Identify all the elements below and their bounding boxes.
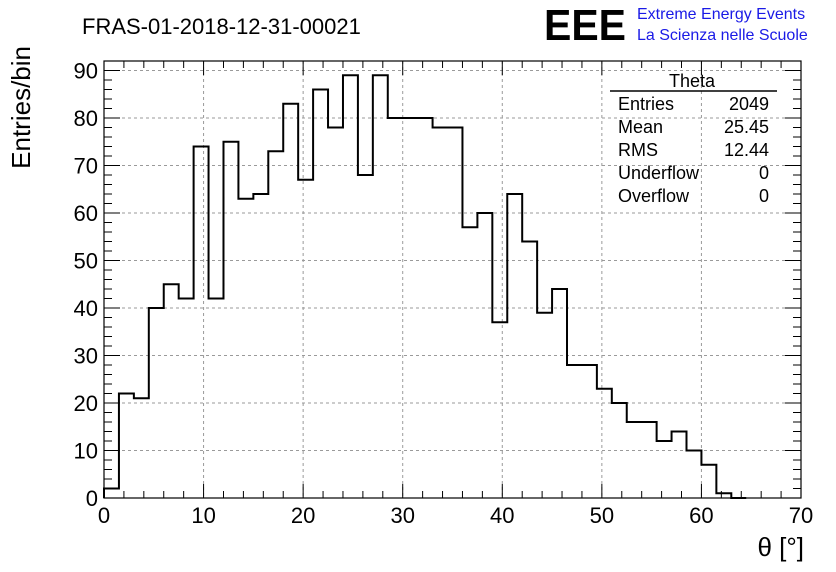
histogram-bin: [268, 151, 283, 498]
histogram-bin: [612, 403, 627, 498]
histogram-bin: [597, 389, 612, 498]
stats-value: 25.45: [724, 117, 769, 137]
histogram-bin: [403, 118, 418, 498]
x-tick-label: 70: [789, 503, 813, 528]
histogram-bin: [642, 422, 657, 498]
histogram-outline: [103, 74, 747, 499]
histogram-bin: [716, 493, 731, 498]
histogram-bin: [552, 289, 567, 498]
histogram-bin: [627, 422, 642, 498]
stats-box: Theta Entries 2049 Mean 25.45 RMS 12.44 …: [610, 71, 777, 206]
y-tick-label: 70: [74, 154, 98, 179]
axis-ticks: [103, 61, 802, 499]
y-tick-label: 0: [86, 486, 98, 511]
y-tick-label: 10: [74, 439, 98, 464]
x-tick-labels: 0 10 20 30 40 50 60 70: [98, 503, 813, 528]
x-tick-label: 20: [291, 503, 315, 528]
stats-value: 0: [759, 186, 769, 206]
stats-label: Overflow: [618, 186, 690, 206]
histogram-bin: [149, 308, 164, 498]
stats-value: 2049: [729, 94, 769, 114]
histogram-bin: [701, 465, 716, 498]
stats-row: Overflow 0: [618, 186, 769, 206]
stats-label: Mean: [618, 117, 663, 137]
histogram-bin: [134, 398, 149, 498]
stats-value: 12.44: [724, 140, 769, 160]
histogram-bin: [179, 299, 194, 499]
logo-line-1: Extreme Energy Events: [637, 6, 805, 23]
x-tick-label: 0: [98, 503, 110, 528]
histogram-bin: [507, 194, 522, 498]
logo-line-2: La Scienza nelle Scuole: [637, 27, 808, 44]
histogram-bin: [657, 441, 672, 498]
x-tick-label: 50: [590, 503, 614, 528]
histogram-bin: [223, 142, 238, 498]
histogram-bin: [537, 313, 552, 498]
stats-title: Theta: [669, 71, 716, 91]
histogram-bin: [253, 194, 268, 498]
histogram-bin: [477, 213, 492, 498]
histogram-bin: [313, 90, 328, 499]
histogram-bin: [104, 489, 119, 499]
histogram-bin: [462, 227, 477, 498]
y-tick-label: 50: [74, 249, 98, 274]
eee-logo: EEE Extreme Energy Events La Scienza nel…: [544, 1, 808, 50]
histogram-bin: [238, 199, 253, 498]
y-tick-label: 30: [74, 344, 98, 369]
y-tick-label: 20: [74, 391, 98, 416]
histogram-bin: [448, 128, 463, 499]
x-axis-title: θ [°]: [757, 532, 804, 562]
histogram-bins: [104, 75, 731, 498]
histogram-bin: [567, 365, 582, 498]
stats-label: Entries: [618, 94, 674, 114]
chart-title: FRAS-01-2018-12-31-00021: [82, 14, 361, 39]
stats-row: Mean 25.45: [618, 117, 769, 137]
y-tick-labels: 0 10 20 30 40 50 60 70 80 90: [74, 59, 98, 512]
histogram-bin: [194, 147, 209, 499]
histogram-bin: [388, 118, 403, 498]
stats-row: RMS 12.44: [618, 140, 769, 160]
histogram-bin: [209, 299, 224, 499]
x-tick-label: 40: [490, 503, 514, 528]
histogram-bin: [418, 118, 433, 498]
stats-value: 0: [759, 163, 769, 183]
x-tick-label: 10: [191, 503, 215, 528]
histogram-bin: [433, 128, 448, 499]
histogram-bin: [686, 451, 701, 499]
histogram-bin: [358, 175, 373, 498]
y-axis-title: Entries/bin: [6, 46, 36, 169]
grid-lines: [104, 61, 801, 498]
stats-row: Underflow 0: [618, 163, 769, 183]
histogram-bin: [283, 104, 298, 498]
histogram-bin: [343, 75, 358, 498]
histogram-bin: [298, 180, 313, 498]
x-tick-label: 30: [390, 503, 414, 528]
histogram-bin: [582, 365, 597, 498]
y-tick-label: 60: [74, 201, 98, 226]
histogram-bin: [522, 242, 537, 499]
histogram-bin: [328, 128, 343, 499]
histogram-bin: [119, 394, 134, 499]
y-tick-label: 40: [74, 296, 98, 321]
x-tick-label: 60: [689, 503, 713, 528]
stats-label: RMS: [618, 140, 658, 160]
y-tick-label: 90: [74, 59, 98, 84]
y-tick-label: 80: [74, 106, 98, 131]
logo-mark: EEE: [544, 1, 626, 50]
histogram-bin: [164, 284, 179, 498]
histogram-bin: [672, 432, 687, 499]
histogram-bin: [492, 322, 507, 498]
stats-row: Entries 2049: [618, 94, 769, 114]
stats-label: Underflow: [618, 163, 700, 183]
histogram-bin: [373, 75, 388, 498]
